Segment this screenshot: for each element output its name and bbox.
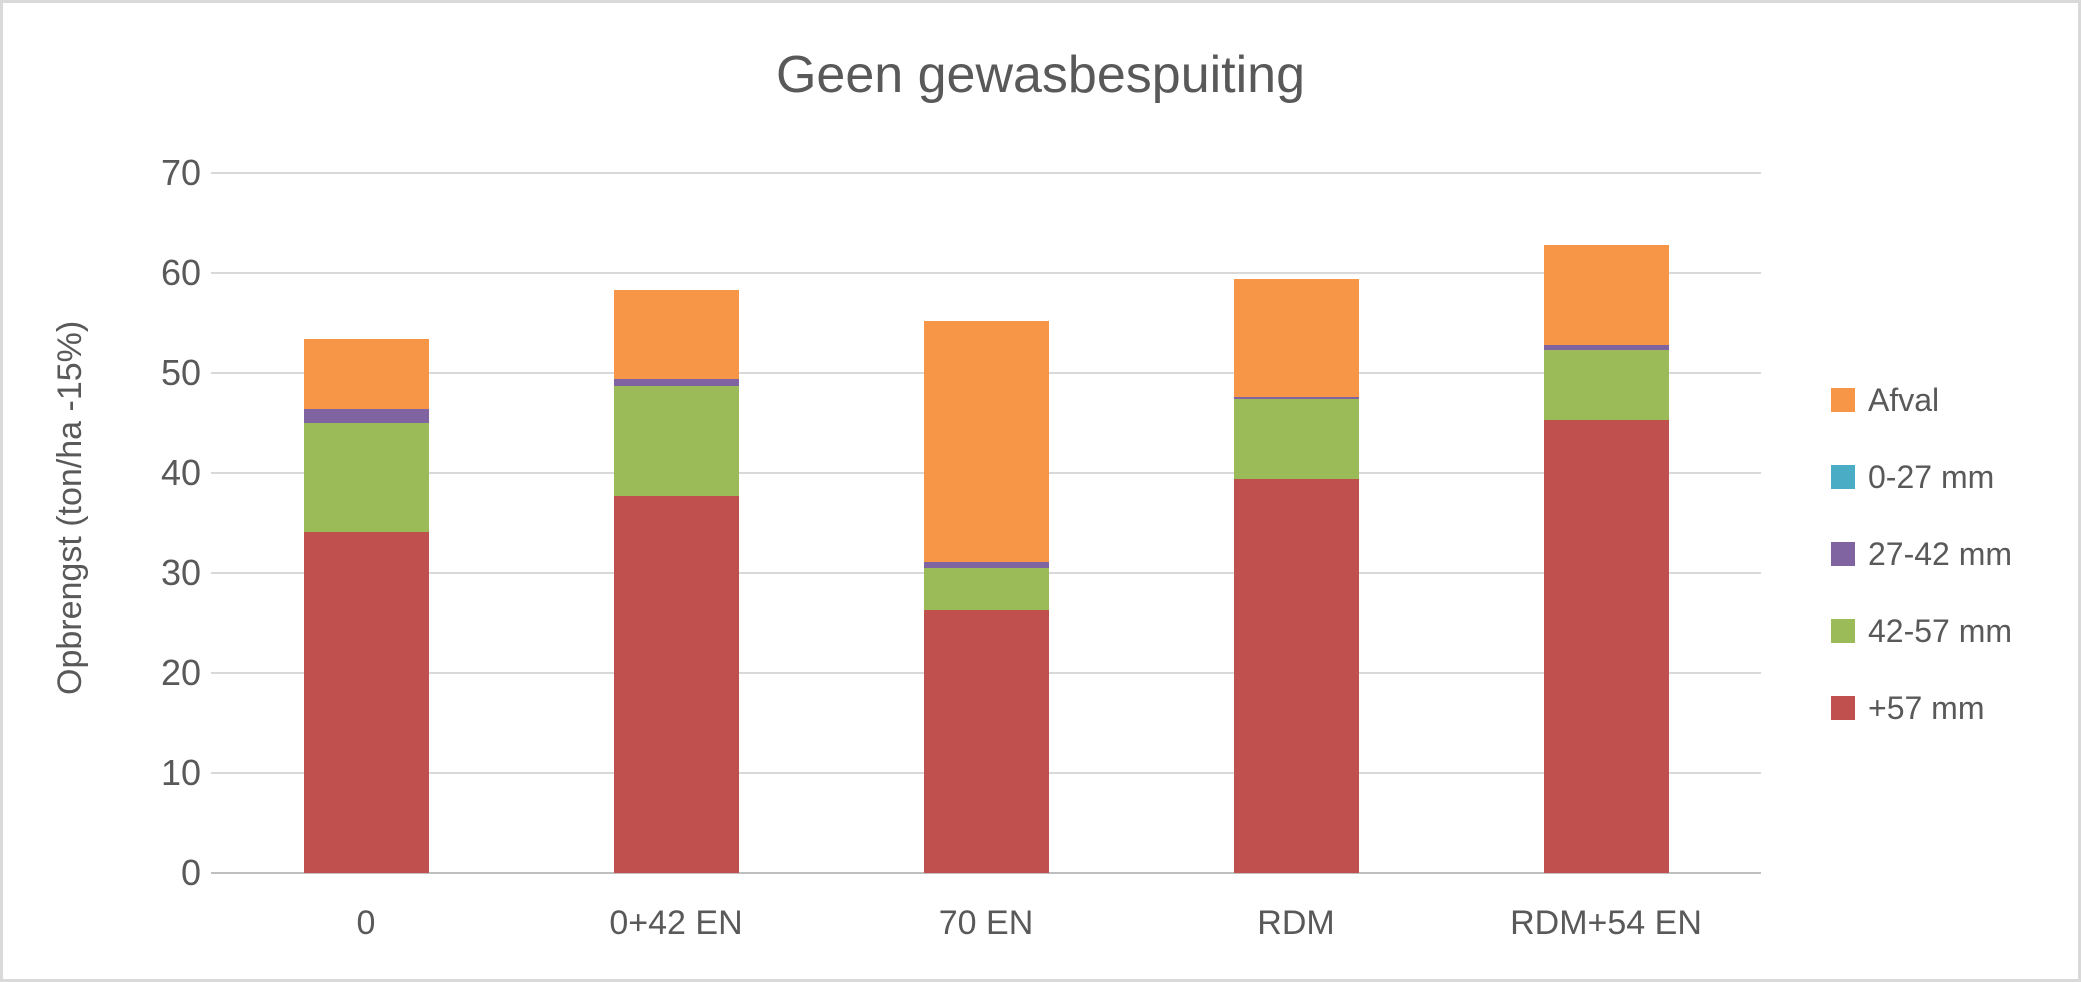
bar-segment-42-57-mm	[303, 423, 429, 532]
x-axis-label: 0+42 EN	[609, 904, 743, 942]
legend-item: 42-57 mm	[1831, 612, 2012, 650]
y-tick-label: 60	[160, 252, 201, 293]
legend-swatch	[1831, 619, 1855, 643]
legend-swatch	[1831, 542, 1855, 566]
gridline	[211, 272, 1761, 274]
y-tick-label: 0	[180, 852, 201, 893]
x-axis-line	[211, 872, 1761, 874]
x-axis-label: 70 EN	[938, 904, 1034, 942]
legend-label: 0-27 mm	[1868, 459, 1995, 495]
bar-segment-Afval	[1233, 279, 1359, 397]
legend-item: +57 mm	[1831, 689, 1984, 727]
bar-segment-Afval	[1543, 245, 1669, 345]
bar-segment-Afval	[613, 290, 739, 379]
bar-segment-+57-mm	[613, 496, 739, 873]
legend-label: 27-42 mm	[1868, 536, 2013, 572]
bar-segment-27-42-mm	[303, 409, 429, 423]
plot-area: 0 10 20 30 40 50 60 70 0 0+42 EN 70 EN RDM RDM+54 EN	[3, 3, 2078, 979]
y-tick-label: 40	[160, 452, 201, 493]
bar-segment-42-57-mm	[1233, 399, 1359, 479]
gridline	[211, 172, 1761, 174]
y-tick-label: 10	[160, 752, 201, 793]
legend-swatch	[1831, 465, 1855, 489]
bar-segment-27-42-mm	[1543, 345, 1669, 350]
bar-segment-Afval	[923, 321, 1049, 562]
legend-item: Afval	[1831, 381, 1939, 419]
bar-segment-27-42-mm	[1233, 397, 1359, 399]
legend-label: +57 mm	[1868, 690, 1985, 726]
x-axis-label: RDM	[1257, 904, 1335, 942]
legend-label: 42-57 mm	[1868, 613, 2013, 649]
bar-segment-Afval	[303, 339, 429, 409]
legend-swatch	[1831, 696, 1855, 720]
bar-segment-+57-mm	[1233, 479, 1359, 873]
legend-item: 27-42 mm	[1831, 535, 2012, 573]
x-axis-label: 0	[356, 904, 376, 942]
bar-segment-+57-mm	[1543, 420, 1669, 873]
bar-segment-42-57-mm	[923, 568, 1049, 610]
bar-segment-42-57-mm	[613, 386, 739, 496]
y-tick-label: 30	[160, 552, 201, 593]
legend-label: Afval	[1868, 382, 1940, 418]
legend-swatch	[1831, 388, 1855, 412]
y-tick-label: 20	[160, 652, 201, 693]
x-axis-label: RDM+54 EN	[1510, 904, 1702, 942]
bar-segment-+57-mm	[923, 610, 1049, 873]
bar-segment-27-42-mm	[613, 379, 739, 386]
legend-item: 0-27 mm	[1831, 458, 1994, 496]
bar-segment-42-57-mm	[1543, 350, 1669, 420]
chart-title: Geen gewasbespuiting	[775, 46, 1306, 104]
bar-segment-27-42-mm	[923, 562, 1049, 568]
y-tick-label: 50	[160, 352, 201, 393]
y-tick-label: 70	[160, 152, 201, 193]
bar-segment-+57-mm	[303, 532, 429, 873]
